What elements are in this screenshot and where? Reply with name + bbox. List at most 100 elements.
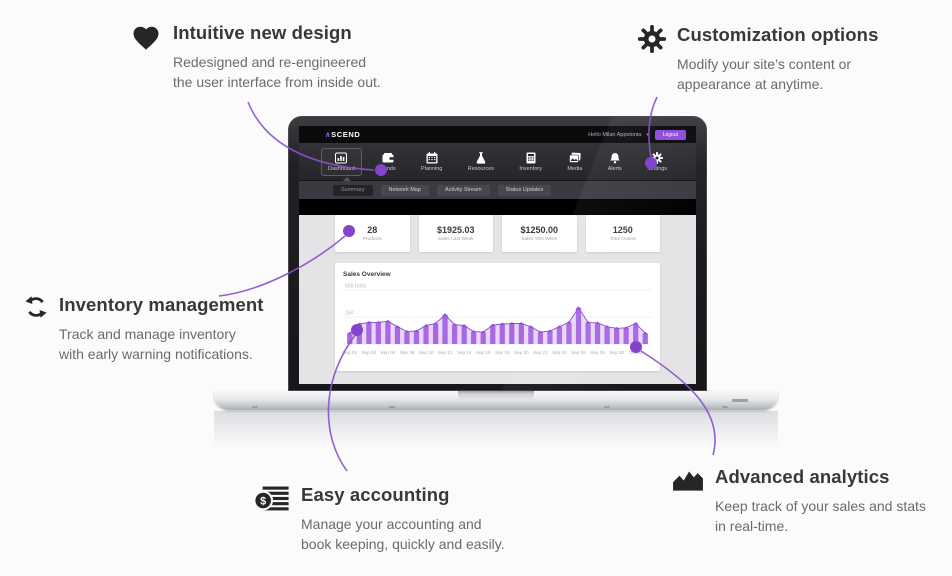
stat-label: Sales This Week <box>521 237 558 243</box>
bar-chart-icon <box>335 152 348 163</box>
feature-title: Easy accounting <box>301 484 450 505</box>
tab-activity-stream[interactable]: Activity Stream <box>436 184 490 196</box>
svg-text:Sep 20: Sep 20 <box>514 350 529 355</box>
coin-ledger-icon: $ <box>253 484 290 554</box>
feature-desc-line: Track and manage inventory <box>59 326 236 342</box>
feature-desc-line: Keep track of your sales and stats <box>715 498 926 514</box>
feature-customization: Customization options Modify your site’s… <box>638 24 878 94</box>
nav-item-funds[interactable]: Funds <box>373 148 402 176</box>
logout-button[interactable]: Logout <box>654 129 686 140</box>
laptop-foot <box>604 405 610 408</box>
area-chart-icon <box>672 466 704 536</box>
feature-desc-line: appearance at anytime. <box>677 75 824 92</box>
flask-icon <box>476 151 486 164</box>
svg-text:Sep 16: Sep 16 <box>476 350 491 355</box>
laptop-foot <box>389 405 395 408</box>
nav-label: Resources <box>467 165 495 172</box>
logo-text: SCEND <box>331 130 361 139</box>
nav-label: Media <box>567 165 583 172</box>
feature-desc-line: Redesigned and re-engineered <box>173 54 367 70</box>
bell-icon <box>609 152 620 163</box>
stat-value: $1250.00 <box>520 224 559 235</box>
nav-label: Inventory <box>519 165 542 172</box>
feature-title: Advanced analytics <box>715 466 890 487</box>
nav-label: Settings <box>647 165 667 172</box>
svg-text:Sep 10: Sep 10 <box>419 350 434 355</box>
nav-item-resources[interactable]: Resources <box>461 148 501 176</box>
stats-row: 28 Products $1925.03 Sales Last Week $12… <box>335 215 660 252</box>
feature-desc-line: the user interface from inside out. <box>173 73 381 90</box>
svg-text:Oct 02: Oct 02 <box>629 350 643 355</box>
dashboard-content: 28 Products $1925.03 Sales Last Week $12… <box>299 215 696 384</box>
stat-value: 1250 <box>612 224 633 235</box>
sales-overview-chart: 500 Units 250 Sep 02 Sep 04 Sep 06 Sep 08 Sep … <box>343 284 652 355</box>
svg-text:500 Units: 500 Units <box>345 284 367 290</box>
nav-item-dashboard[interactable]: Dashboard <box>321 147 362 176</box>
nav-label: Alerts <box>607 165 622 172</box>
nav-item-settings[interactable]: Settings <box>640 148 674 176</box>
sales-overview-card: Sales Overview 500 Units 250 Sep 02 Sep 04 S… <box>335 263 660 371</box>
calendar-icon <box>426 151 438 163</box>
svg-text:Sep 06: Sep 06 <box>381 350 396 355</box>
nav-label: Funds <box>380 165 396 172</box>
stat-card-products: 28 Products <box>335 215 410 252</box>
svg-text:Sep 22: Sep 22 <box>533 350 548 355</box>
feature-title: Customization options <box>677 24 879 45</box>
dashboard-screen: ∧SCEND Hello Milan Appolonia ▾ Logout Da… <box>299 126 696 384</box>
tab-status-updates[interactable]: Status Updates <box>497 184 552 196</box>
svg-text:Sep 08: Sep 08 <box>400 350 415 355</box>
chevron-down-icon[interactable]: ▾ <box>646 131 649 138</box>
stat-label: Total Orders <box>609 237 636 243</box>
calculator-icon <box>526 152 536 163</box>
svg-text:Sep 26: Sep 26 <box>571 350 586 355</box>
feature-inventory: Inventory management Track and manage in… <box>24 294 264 364</box>
laptop-base <box>214 391 778 410</box>
sync-icon <box>24 294 48 364</box>
nav-item-media[interactable]: Media <box>560 148 589 176</box>
gear-icon <box>651 151 664 164</box>
svg-text:Sep 30: Sep 30 <box>609 350 624 355</box>
svg-text:Sep 28: Sep 28 <box>590 350 605 355</box>
laptop-foot <box>722 405 728 408</box>
stat-value: $1925.03 <box>436 224 475 235</box>
dashboard-top-header: ∧SCEND Hello Milan Appolonia ▾ Logout <box>299 126 696 143</box>
feature-intuitive-design: Intuitive new design Redesigned and re-e… <box>130 22 381 92</box>
photos-icon <box>569 152 581 163</box>
svg-text:Sep 02: Sep 02 <box>343 350 358 355</box>
tab-summary[interactable]: Summary <box>333 184 373 196</box>
svg-text:Sep 18: Sep 18 <box>495 350 510 355</box>
feature-advanced-analytics: Advanced analytics Keep track of your sa… <box>672 466 926 536</box>
nav-item-inventory[interactable]: Inventory <box>512 148 549 176</box>
stat-card-sales-this-week: $1250.00 Sales This Week <box>502 215 577 252</box>
feature-title: Intuitive new design <box>173 22 352 43</box>
svg-text:Sep 12: Sep 12 <box>438 350 453 355</box>
feature-desc-line: Modify your site’s content or <box>677 56 852 72</box>
feature-desc-line: book keeping, quickly and easily. <box>301 535 505 552</box>
main-navbar: Dashboard Funds Planning Resources Inven… <box>299 143 696 181</box>
nav-label: Planning <box>420 165 443 172</box>
nav-label: Dashboard <box>328 165 355 172</box>
feature-title: Inventory management <box>59 294 264 315</box>
chart-title: Sales Overview <box>343 271 391 278</box>
wallet-icon <box>382 152 394 162</box>
feature-easy-accounting: $ Easy accounting Manage your accounting… <box>253 484 505 554</box>
stat-card-total-orders: 1250 Total Orders <box>585 215 660 252</box>
svg-text:250: 250 <box>345 311 354 317</box>
svg-text:Sep 14: Sep 14 <box>457 350 472 355</box>
user-greeting[interactable]: Hello Milan Appolonia <box>588 131 642 138</box>
svg-text:Sep 24: Sep 24 <box>552 350 567 355</box>
feature-desc-line: in real-time. <box>715 517 789 534</box>
laptop-lid-notch <box>458 391 534 401</box>
ascend-logo: ∧SCEND <box>325 130 360 139</box>
svg-text:$: $ <box>260 495 266 507</box>
tab-network-map[interactable]: Network Map <box>380 184 429 196</box>
feature-desc-line: with early warning notifications. <box>59 345 253 362</box>
nav-item-planning[interactable]: Planning <box>414 148 449 176</box>
laptop-reflection <box>214 411 778 447</box>
gear-icon <box>638 24 666 94</box>
laptop-foot <box>252 405 258 408</box>
laptop-screen-bezel: ∧SCEND Hello Milan Appolonia ▾ Logout Da… <box>288 116 707 391</box>
stat-label: Products <box>362 237 382 243</box>
nav-item-alerts[interactable]: Alerts <box>601 148 629 176</box>
